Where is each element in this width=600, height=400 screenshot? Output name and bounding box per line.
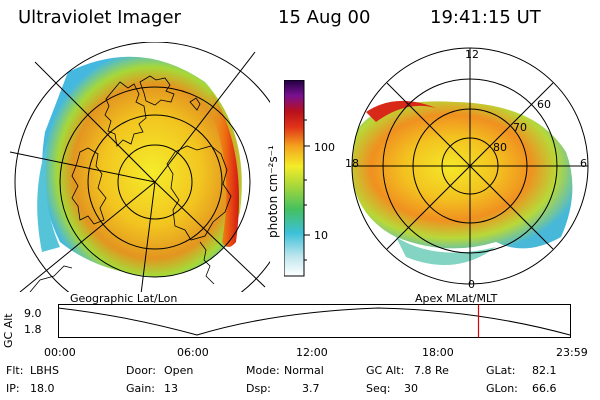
ip-label: IP: [6, 382, 20, 395]
lat-label-70: 70 [513, 121, 527, 134]
door-label: Door: [126, 364, 156, 377]
gcalt-label: GC Alt: [366, 364, 405, 377]
altitude-tick-high: 9.0 [24, 307, 42, 320]
glon-value: 66.6 [532, 382, 557, 395]
flt-label: Flt: [6, 364, 24, 377]
mlt-label-18: 18 [345, 157, 359, 170]
left-panel-caption: Geographic Lat/Lon [70, 292, 178, 305]
lat-label-80: 80 [493, 141, 507, 154]
colorbar-tick-100: 100 [314, 141, 335, 154]
colorbar-tick-10: 10 [314, 229, 328, 242]
glon-label: GLon: [486, 382, 518, 395]
altitude-curve [58, 307, 571, 336]
mode-label: Mode: [246, 364, 280, 377]
instrument-title: Ultraviolet Imager [18, 7, 181, 28]
geographic-image [9, 42, 270, 292]
ip-value: 18.0 [30, 382, 55, 395]
time-tick-0600: 06:00 [177, 346, 209, 359]
flt-value: LBHS [30, 364, 59, 377]
mlt-label-12: 12 [465, 48, 479, 61]
altitude-plot [58, 304, 571, 338]
mlt-label-0: 0 [468, 278, 475, 291]
right-panel-caption: Apex MLat/MLT [415, 292, 498, 305]
dsp-label: Dsp: [246, 382, 271, 395]
magnetic-polar-image [351, 47, 589, 285]
color-bar [284, 80, 310, 277]
gcalt-value: 7.8 Re [414, 364, 449, 377]
door-value: Open [164, 364, 194, 377]
altitude-axis-label: GC Alt [2, 313, 15, 348]
glat-label: GLat: [486, 364, 516, 377]
mode-value: Normal [284, 364, 324, 377]
date-label: 15 Aug 00 [278, 7, 371, 28]
time-tick-1800: 18:00 [422, 346, 454, 359]
seq-label: Seq: [366, 382, 391, 395]
time-tick-2359: 23:59 [556, 346, 588, 359]
glat-value: 82.1 [532, 364, 557, 377]
altitude-tick-low: 1.8 [24, 323, 42, 336]
aurora-emission [42, 56, 242, 277]
seq-value: 30 [404, 382, 418, 395]
time-tick-1200: 12:00 [296, 346, 328, 359]
dsp-value: 3.7 [302, 382, 320, 395]
coastline-outlines [29, 75, 232, 292]
gain-label: Gain: [126, 382, 155, 395]
time-tick-0000: 00:00 [44, 346, 76, 359]
time-label: 19:41:15 UT [430, 7, 541, 28]
mlt-label-6: 6 [580, 157, 587, 170]
lat-label-60: 60 [537, 98, 551, 111]
colorbar-unit-label: photon cm⁻²s⁻¹ [266, 145, 280, 238]
gain-value: 13 [164, 382, 178, 395]
